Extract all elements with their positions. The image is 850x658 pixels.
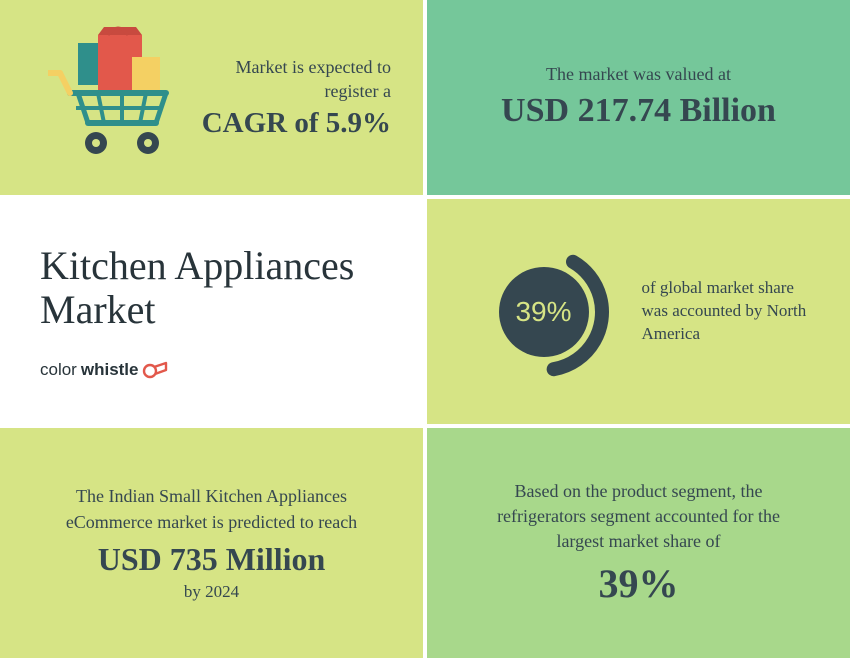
infographic-grid: Market is expected to register a CAGR of… — [0, 0, 850, 650]
card-valuation-value: USD 217.74 Billion — [501, 91, 776, 130]
page-title: Kitchen Appliances Market — [40, 244, 391, 332]
card-india-value: USD 735 Million — [98, 541, 326, 578]
logo-part-2: whistle — [81, 360, 139, 380]
card-india: The Indian Small Kitchen Appliances eCom… — [0, 428, 423, 658]
card-cagr: Market is expected to register a CAGR of… — [0, 0, 423, 195]
card-refrigerators-lead: Based on the product segment, the refrig… — [477, 479, 800, 555]
card-cagr-lead: Market is expected to register a — [198, 55, 391, 104]
card-title: Kitchen Appliances Market colorwhistle — [0, 199, 423, 424]
logo-part-1: color — [40, 360, 77, 380]
card-na-share-text: of global market share was accounted by … — [642, 277, 812, 346]
card-india-lead: The Indian Small Kitchen Appliances eCom… — [32, 484, 391, 534]
shopping-cart-icon — [48, 23, 198, 173]
card-valuation-lead: The market was valued at — [546, 64, 731, 85]
donut-chart: 39% — [474, 242, 614, 382]
card-cagr-value: CAGR of 5.9% — [198, 107, 391, 140]
card-refrigerators-value: 39% — [599, 560, 679, 607]
whistle-icon — [142, 361, 170, 379]
card-valuation: The market was valued at USD 217.74 Bill… — [427, 0, 850, 195]
card-na-share: 39% of global market share was accounted… — [427, 199, 850, 424]
donut-value: 39% — [474, 242, 614, 382]
colorwhistle-logo: colorwhistle — [40, 360, 391, 380]
card-refrigerators: Based on the product segment, the refrig… — [427, 428, 850, 658]
card-cagr-text: Market is expected to register a CAGR of… — [198, 55, 391, 141]
card-india-after: by 2024 — [184, 582, 239, 602]
